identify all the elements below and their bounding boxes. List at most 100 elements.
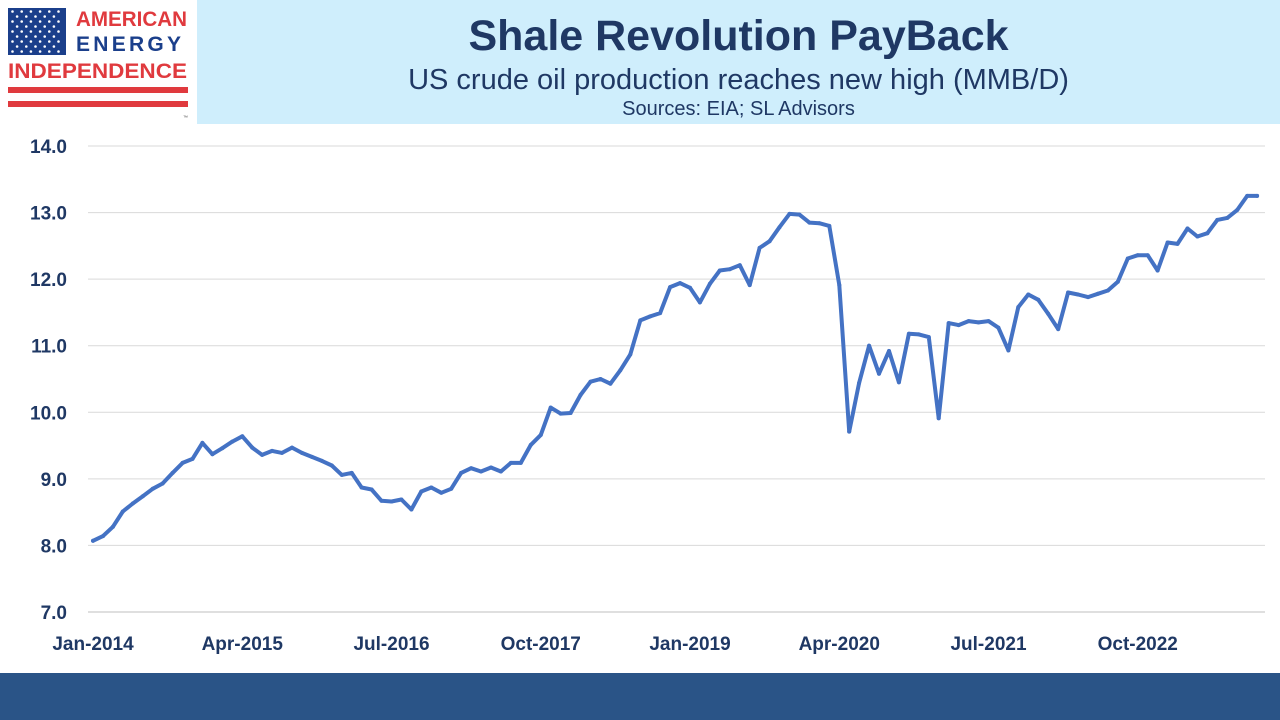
- data-point: [777, 225, 782, 230]
- data-point: [449, 486, 454, 491]
- flag-star: [57, 10, 60, 13]
- data-point: [1175, 241, 1180, 246]
- flag-star: [15, 35, 19, 38]
- data-point: [180, 460, 185, 465]
- flag-star: [29, 50, 33, 53]
- data-point: [986, 319, 991, 324]
- data-point: [469, 466, 474, 471]
- data-point: [727, 267, 732, 272]
- data-point: [479, 469, 483, 474]
- data-point: [459, 470, 464, 475]
- data-point: [349, 470, 354, 475]
- flag-star: [25, 45, 28, 48]
- data-point: [170, 470, 175, 475]
- data-point: [1066, 290, 1071, 295]
- data-point: [1076, 292, 1080, 297]
- data-point: [697, 300, 702, 305]
- data-point: [707, 281, 712, 286]
- x-tick-label: Jul-2021: [950, 634, 1026, 655]
- data-point: [1185, 226, 1190, 231]
- data-point: [926, 335, 931, 340]
- flag-star: [52, 45, 56, 48]
- flag-star: [20, 30, 24, 33]
- data-point: [270, 448, 275, 453]
- flag-star: [25, 25, 28, 28]
- data-point: [190, 456, 195, 461]
- flag-star: [29, 40, 33, 43]
- flag-star: [20, 20, 24, 23]
- data-point: [618, 368, 623, 373]
- flag-star: [20, 40, 24, 43]
- data-point: [1086, 295, 1090, 300]
- logo-line3: INDEPENDENCE: [8, 60, 187, 83]
- logo: AMERICAN ENERGY INDEPENDENCE ™: [0, 0, 197, 124]
- data-point: [1215, 217, 1220, 222]
- x-tick-label: Oct-2017: [501, 634, 581, 655]
- data-point: [290, 445, 294, 450]
- data-point: [767, 239, 772, 244]
- logo-trademark: ™: [183, 115, 188, 121]
- data-point: [648, 314, 653, 319]
- data-point: [1026, 292, 1031, 297]
- data-point: [299, 450, 304, 455]
- flag-stripe-2: [8, 101, 188, 107]
- data-point: [678, 281, 682, 286]
- data-point: [329, 463, 334, 468]
- data-point: [946, 321, 951, 326]
- x-tick-label: Oct-2022: [1098, 634, 1178, 655]
- data-point: [568, 411, 573, 415]
- data-point: [140, 494, 145, 499]
- data-point: [976, 320, 981, 325]
- x-tick-label: Apr-2015: [202, 634, 284, 655]
- data-point: [260, 452, 265, 457]
- data-point: [578, 393, 583, 397]
- data-point: [498, 469, 503, 474]
- chart-sources: Sources: EIA; SL Advisors: [622, 98, 855, 120]
- flag-star: [20, 10, 24, 13]
- data-point: [1036, 297, 1041, 302]
- flag-star: [11, 50, 14, 53]
- data-point: [588, 379, 593, 384]
- data-point: [389, 499, 394, 504]
- flag-star: [38, 20, 42, 23]
- header-banner: Shale Revolution PayBack US crude oil pr…: [197, 0, 1280, 124]
- data-point: [877, 371, 881, 376]
- data-point: [757, 245, 762, 250]
- data-point: [1225, 215, 1230, 220]
- flag-star: [38, 30, 42, 33]
- flag-star: [43, 35, 46, 38]
- y-axis-tick-labels: 7.0 8.0 9.0 10.0 11.0 12.0 13.0 14.0: [30, 137, 67, 624]
- data-point: [1245, 193, 1250, 198]
- chart-title: Shale Revolution PayBack: [468, 12, 1009, 60]
- data-point: [797, 212, 802, 217]
- data-point: [160, 481, 165, 486]
- data-point: [628, 352, 633, 357]
- flag-star: [48, 20, 51, 23]
- data-point: [489, 465, 493, 470]
- data-point: [827, 223, 832, 228]
- data-point: [200, 440, 205, 445]
- flag-star: [29, 10, 33, 13]
- flag-star: [25, 35, 28, 38]
- data-point: [598, 377, 603, 381]
- data-point: [91, 538, 95, 543]
- data-point: [120, 509, 125, 514]
- data-point: [409, 507, 414, 512]
- series-line: [91, 193, 1260, 543]
- data-point: [688, 285, 692, 290]
- logo-line1: AMERICAN: [76, 8, 187, 31]
- flag-star: [38, 50, 42, 53]
- x-axis-tick-labels: Jan-2014 Apr-2015 Jul-2016 Oct-2017 Jan-2019…: [52, 634, 1178, 655]
- x-tick-label: Jan-2019: [649, 634, 730, 655]
- data-point: [747, 283, 752, 288]
- data-point: [220, 446, 225, 451]
- data-point: [717, 268, 722, 273]
- data-point: [638, 318, 643, 323]
- data-point: [887, 349, 891, 353]
- data-point: [359, 485, 364, 490]
- y-tick-label: 10.0: [30, 403, 67, 424]
- y-tick-label: 14.0: [30, 137, 67, 158]
- flag-star: [15, 25, 19, 28]
- data-point: [608, 381, 613, 386]
- data-point: [906, 331, 911, 336]
